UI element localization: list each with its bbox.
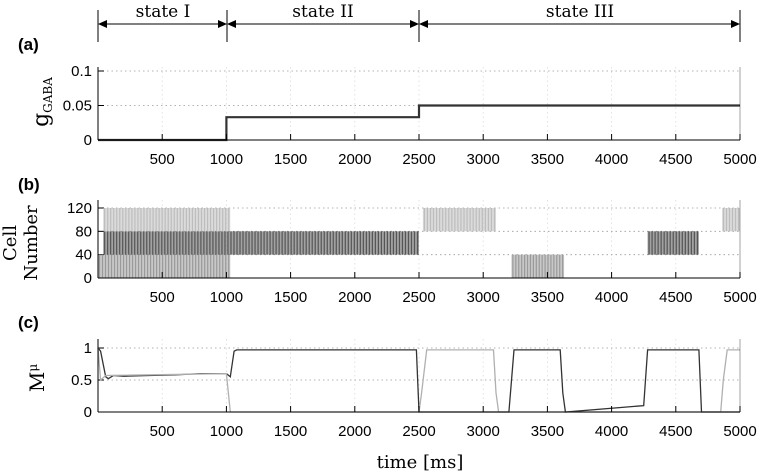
ylabel-a-main: g (29, 113, 54, 127)
x-tick-label: 4000 (595, 151, 628, 168)
ylabel-a-sub: GABA (41, 77, 55, 113)
raster-block (422, 208, 497, 232)
x-tick-label: 500 (150, 289, 175, 306)
x-tick-label: 5000 (723, 151, 756, 168)
raster-block-fill (103, 208, 231, 232)
x-tick-label: 4000 (595, 289, 628, 306)
x-tick-label: 500 (150, 151, 175, 168)
x-tick-label: 2000 (338, 289, 371, 306)
state-label-1: state I (136, 2, 191, 22)
ylabel-c: Mμ (25, 364, 49, 392)
x-tick-label: 2500 (402, 151, 435, 168)
ylabel-c-sup: μ (26, 364, 40, 372)
x-tick-label: 4000 (595, 423, 628, 440)
x-tick-label: 4500 (659, 289, 692, 306)
panel-label-c: (c) (18, 313, 39, 332)
panel-1: 0 0.05 0.1 500 1000 1500 2000 2500 3000 3500 4000 4… (63, 63, 757, 168)
y-tick-label: 80 (75, 223, 92, 240)
state-arrowhead-3-left (419, 20, 428, 28)
x-tick-label: 5000 (723, 423, 756, 440)
raster-block (511, 254, 565, 278)
y-tick-label: 0 (84, 270, 92, 287)
state-arrowhead-3-right (731, 20, 740, 28)
x-tick-label: 2000 (338, 423, 371, 440)
y-tick-label: 120 (67, 200, 92, 217)
ylabel-b-line-2: Number (21, 205, 42, 281)
x-tick-label: 5000 (723, 289, 756, 306)
x-tick-label: 1500 (274, 151, 307, 168)
y-tick-label: 0 (84, 132, 92, 149)
x-tick-label: 4500 (659, 423, 692, 440)
state-arrowhead-2-left (227, 20, 236, 28)
raster-block-fill (98, 254, 231, 278)
xaxis-title: time [ms] (377, 452, 464, 473)
y-tick-label: 0.1 (71, 63, 92, 80)
x-tick-label: 3000 (467, 289, 500, 306)
x-tick-label: 2000 (338, 151, 371, 168)
panel-label-a: (a) (18, 35, 39, 54)
y-tick-label: 0.5 (71, 372, 92, 389)
ylabel-a: gGABA (29, 77, 55, 127)
ylabel-b-line-1: Cell (0, 225, 21, 261)
state-label-2: state II (292, 2, 353, 22)
x-tick-label: 1500 (274, 423, 307, 440)
x-tick-label: 2500 (402, 289, 435, 306)
x-tick-label: 1500 (274, 289, 307, 306)
ylabel-c-main: M (25, 372, 49, 392)
x-tick-label: 3000 (467, 151, 500, 168)
panel-2: 0 40 80 120 500 1000 1500 2000 2500 3000 3500 4000 4… (67, 200, 757, 306)
state-arrowhead-1-right (218, 20, 227, 28)
state-arrowhead-2-right (410, 20, 419, 28)
panel-label-b: (b) (18, 175, 40, 194)
raster-block (98, 254, 231, 278)
raster-block-fill (722, 208, 740, 232)
raster-block (103, 231, 420, 255)
series-line-1 (97, 347, 740, 413)
raster-block-fill (422, 208, 497, 232)
raster-block (647, 231, 699, 255)
y-tick-label: 0 (84, 404, 92, 421)
x-tick-label: 3500 (531, 289, 564, 306)
x-tick-label: 1000 (210, 289, 243, 306)
x-tick-label: 1000 (210, 423, 243, 440)
x-tick-label: 2500 (402, 423, 435, 440)
state-arrowhead-1-left (98, 20, 107, 28)
x-tick-label: 1000 (210, 151, 243, 168)
x-tick-label: 3000 (467, 423, 500, 440)
y-tick-label: 1 (84, 340, 92, 357)
x-tick-label: 4500 (659, 151, 692, 168)
raster-block (722, 208, 740, 232)
state-label-3: state III (546, 2, 614, 22)
x-tick-label: 3500 (531, 151, 564, 168)
y-tick-label: 40 (75, 247, 92, 264)
state-header: state I state II state III (97, 2, 741, 42)
x-tick-label: 500 (150, 423, 175, 440)
x-tick-label: 3500 (531, 423, 564, 440)
series-line-2 (97, 347, 740, 413)
y-tick-label: 0.05 (63, 98, 92, 115)
plots: 00.050.1500 1000 1500 2000 2500 3000 3500 4000 4… (63, 63, 757, 440)
raster-block (103, 208, 231, 232)
